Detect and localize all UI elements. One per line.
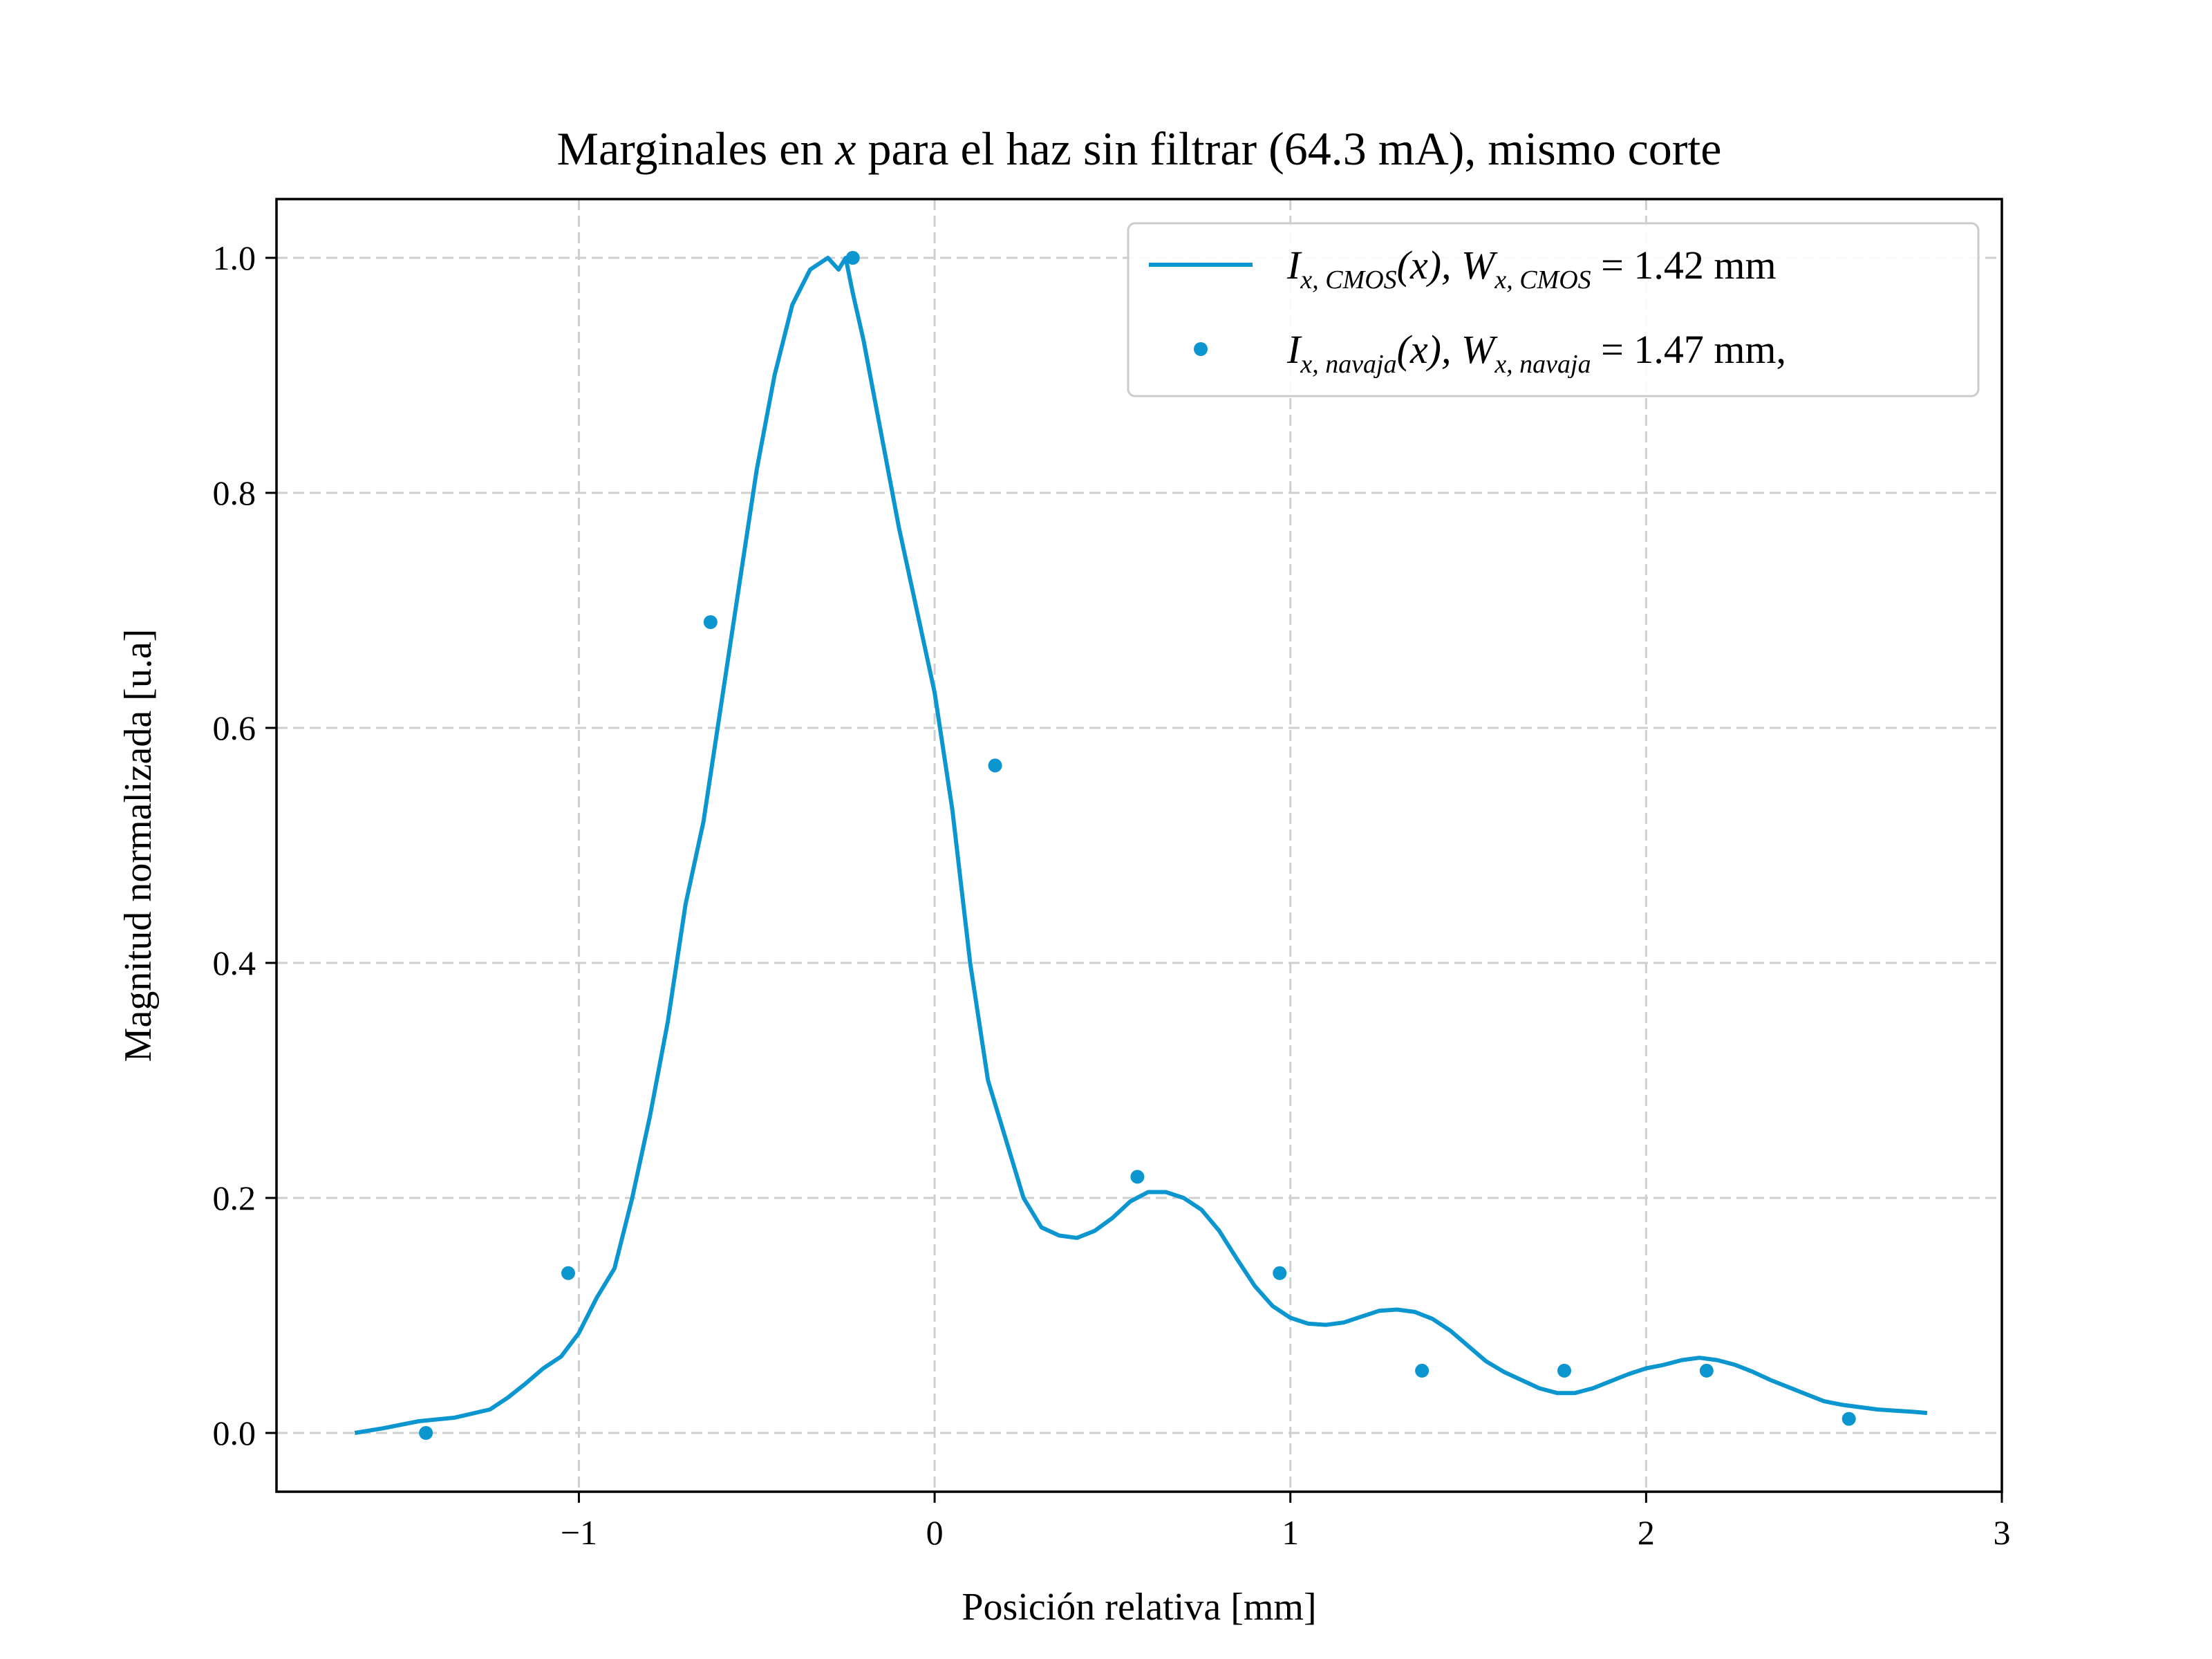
legend-text-part: (x), W	[1397, 327, 1498, 372]
title-part: para el haz sin filtrar (64.3 mA), mismo…	[856, 122, 1722, 175]
series-line-cmos	[354, 256, 1928, 1435]
legend-text-part: I	[1286, 243, 1302, 288]
y-tick-label: 0.0	[213, 1414, 256, 1452]
scatter-point-navaja	[1273, 1266, 1287, 1280]
x-tick-label: −1	[561, 1513, 597, 1552]
scatter-point-navaja	[703, 615, 718, 629]
legend-text-part: I	[1286, 327, 1302, 372]
scatter-point-navaja	[1130, 1170, 1145, 1184]
legend-label-cmos: Ix, CMOS(x), Wx, CMOS = 1.42 mm	[1286, 243, 1777, 294]
x-tick-label: 1	[1282, 1513, 1299, 1552]
y-tick-label: 0.4	[213, 944, 256, 982]
scatter-point-navaja	[1699, 1363, 1714, 1378]
scatter-point-navaja	[1415, 1363, 1430, 1378]
x-tick-label: 3	[1994, 1513, 2011, 1552]
y-tick-label: 0.2	[213, 1179, 256, 1217]
y-tick-label: 1.0	[213, 238, 256, 277]
legend-text-part: = 1.47 mm,	[1591, 327, 1786, 372]
scatter-point-navaja	[419, 1426, 433, 1440]
y-axis-label: Magnitud normalizada [u.a]	[117, 629, 160, 1062]
legend-text-part: x, navaja	[1300, 350, 1396, 379]
scatter-point-navaja	[845, 251, 860, 265]
scatter-point-navaja	[988, 758, 1002, 773]
axes-frame	[275, 198, 2003, 1493]
plot-area	[354, 251, 1928, 1440]
legend-text-part: x, navaja	[1494, 350, 1591, 379]
axes-ticks: −1 0 1 2 3 0.0 0.2 0.4 0.6 0.8 1.0	[213, 238, 2011, 1552]
scatter-point-navaja	[1841, 1412, 1856, 1426]
legend-text-part: = 1.42 mm	[1591, 243, 1777, 288]
chart-title: Marginales en x para el haz sin filtrar …	[557, 122, 1722, 175]
x-axis-label: Posición relativa [mm]	[962, 1586, 1316, 1629]
legend-box	[1127, 222, 1980, 397]
title-part: Marginales en	[557, 122, 836, 175]
scatter-point-navaja	[1557, 1363, 1571, 1378]
y-tick-label: 0.8	[213, 474, 256, 512]
x-tick-label: 0	[926, 1513, 944, 1552]
legend-text-part: x, CMOS	[1300, 265, 1396, 294]
legend-label-navaja: Ix, navaja(x), Wx, navaja = 1.47 mm,	[1286, 327, 1786, 379]
scatter-point-navaja	[561, 1266, 576, 1280]
legend-text-part: (x), W	[1397, 243, 1498, 288]
y-tick-label: 0.6	[213, 709, 256, 747]
x-tick-label: 2	[1638, 1513, 1655, 1552]
legend-dot-swatch	[1194, 342, 1208, 356]
title-part: x	[834, 122, 856, 175]
legend-text-part: x, CMOS	[1494, 265, 1591, 294]
